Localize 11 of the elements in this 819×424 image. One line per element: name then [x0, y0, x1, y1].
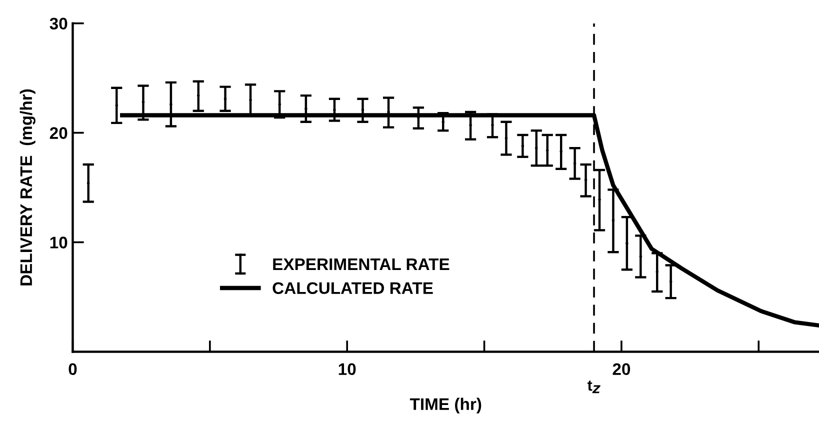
y-axis-title: DELIVERY RATE (mg/hr): [20, 89, 36, 286]
ref-line-label: t$_{Z}$: [587, 380, 600, 394]
x-tick-label: 10: [338, 363, 356, 376]
y-tick-label: 30: [50, 18, 68, 30]
y-tick-label: 10: [50, 236, 68, 248]
legend-label: CALCULATED RATE: [272, 282, 433, 294]
x-tick-label: 0: [68, 363, 77, 376]
legend-label: EXPERIMENTAL RATE: [273, 258, 450, 270]
x-tick-label: 20: [612, 363, 630, 376]
y-tick-label: 20: [50, 127, 68, 139]
x-axis-title: TIME (hr): [410, 398, 482, 414]
